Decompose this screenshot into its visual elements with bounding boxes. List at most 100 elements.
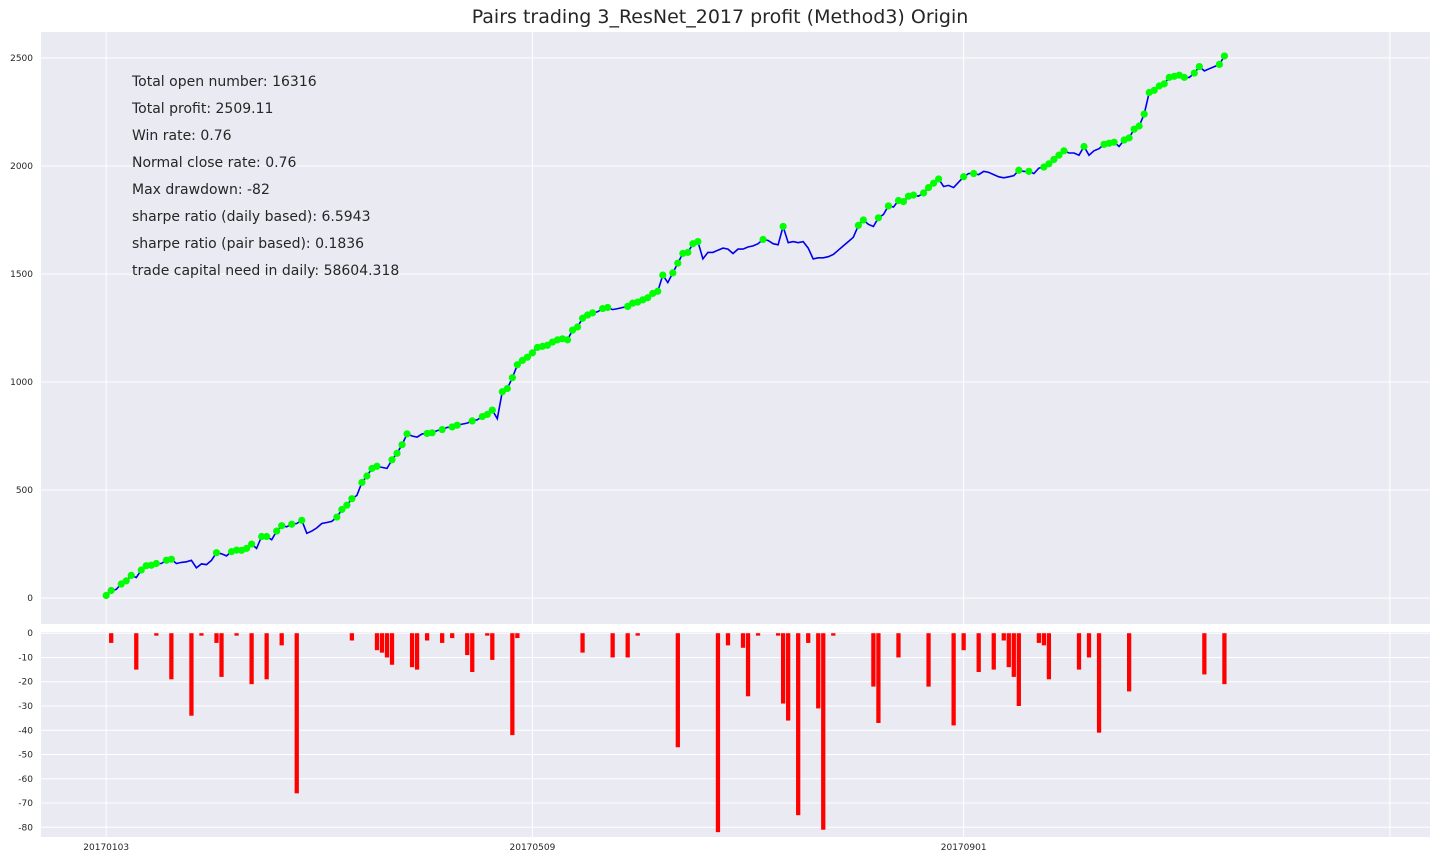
drawdown-bar: [871, 633, 876, 687]
drawdown-bar: [490, 633, 495, 660]
main-grid: [41, 32, 1430, 624]
profit-marker: [393, 449, 401, 457]
profit-marker: [263, 532, 271, 541]
drawdown-bar: [896, 633, 901, 658]
profit-marker: [674, 259, 682, 267]
profit-marker: [1025, 167, 1033, 175]
drawdown-bar: [199, 633, 204, 636]
drawdown-bar: [991, 633, 996, 670]
drawdown-bar: [775, 633, 781, 636]
profit-marker: [388, 456, 396, 464]
profit-marker: [573, 323, 582, 331]
profit-marker: [1140, 110, 1148, 118]
drawdown-y-tick-label: -60: [18, 775, 33, 785]
drawdown-y-tick-label: -20: [18, 678, 33, 688]
profit-marker: [273, 527, 281, 535]
drawdown-bar: [876, 633, 881, 723]
drawdown-bar: [1016, 633, 1021, 706]
profit-marker: [483, 410, 491, 419]
profit-marker: [338, 505, 346, 514]
drawdown-bar: [134, 633, 139, 670]
drawdown-bar: [635, 633, 640, 636]
profit-marker: [874, 214, 883, 222]
profit-marker: [859, 216, 867, 224]
stat-annotation: sharpe ratio (daily based): 6.5943: [132, 209, 371, 225]
drawdown-bar: [465, 633, 470, 656]
profit-marker: [528, 349, 537, 357]
profit-marker: [919, 189, 928, 197]
profit-markers: [102, 52, 1229, 600]
main-y-tick-label: 2500: [10, 54, 33, 64]
profit-marker: [654, 287, 662, 295]
profit-marker: [884, 202, 893, 210]
profit-marker: [1015, 166, 1023, 174]
stat-annotation: Win rate: 0.76: [132, 128, 232, 144]
drawdown-bar: [1096, 633, 1102, 733]
chart-title: Pairs trading 3_ResNet_2017 profit (Meth…: [471, 6, 969, 28]
profit-marker: [242, 544, 251, 552]
profit-marker: [669, 269, 677, 277]
profit-marker: [1190, 69, 1198, 77]
main-y-tick-label: 1500: [10, 270, 33, 280]
profit-marker: [934, 175, 943, 183]
drawdown-y-tick-label: 0: [27, 629, 33, 639]
drawdown-bar: [264, 633, 269, 680]
profit-marker: [298, 516, 306, 524]
stat-annotation: Normal close rate: 0.76: [132, 155, 296, 171]
drawdown-bar: [816, 633, 821, 709]
profit-marker: [398, 441, 406, 449]
drawdown-bar: [219, 633, 224, 677]
profit-marker: [1050, 155, 1058, 164]
profit-marker: [403, 430, 411, 438]
drawdown-bar: [796, 633, 801, 816]
drawdown-bar: [715, 633, 721, 833]
drawdown-bar: [389, 633, 395, 665]
profit-marker: [1055, 151, 1063, 159]
drawdown-bar: [1222, 633, 1227, 685]
drawdown-bar: [294, 633, 299, 794]
profit-marker: [684, 248, 692, 256]
profit-marker: [107, 586, 115, 595]
profit-marker: [488, 406, 496, 414]
profit-marker: [122, 577, 130, 585]
profit-marker: [212, 549, 221, 557]
profit-marker: [588, 309, 597, 317]
drawdown-bar: [580, 633, 585, 653]
stat-annotation: sharpe ratio (pair based): 0.1836: [132, 236, 364, 252]
profit-marker: [453, 421, 461, 429]
drawdown-bar: [510, 633, 515, 736]
stats-annotations: Total open number: 16316 Total profit: 25…: [131, 74, 399, 279]
drawdown-bar: [450, 633, 455, 639]
drawdown-bar: [806, 633, 811, 643]
drawdown-bar: [234, 633, 239, 636]
profit-marker: [1125, 134, 1133, 142]
drawdown-bar: [1011, 633, 1016, 677]
drawdown-bar: [740, 633, 746, 648]
stat-annotation: Max drawdown: -82: [132, 182, 270, 198]
profit-marker: [1080, 142, 1088, 151]
drawdown-bar: [1202, 633, 1207, 675]
profit-marker: [508, 374, 516, 382]
profit-marker: [854, 221, 862, 229]
profit-marker: [333, 513, 341, 521]
main-y-tick-label: 2000: [10, 162, 33, 172]
drawdown-plot-area: [41, 632, 1430, 837]
drawdown-bar: [189, 633, 194, 716]
drawdown-bar: [349, 633, 355, 641]
drawdown-bar: [379, 633, 385, 653]
drawdown-y-tick-label: -30: [18, 702, 33, 712]
profit-marker: [1180, 73, 1188, 81]
profit-marker: [644, 294, 652, 302]
profit-marker: [288, 520, 296, 528]
drawdown-bar: [279, 633, 284, 646]
drawdown-bar: [154, 633, 159, 636]
x-tick-label: 20170103: [83, 843, 129, 853]
profit-marker: [373, 462, 381, 470]
drawdown-bar: [409, 633, 415, 668]
drawdown-bar: [786, 633, 791, 721]
profit-marker: [909, 191, 918, 199]
main-y-tick-label: 1000: [10, 378, 33, 388]
drawdown-bar: [725, 633, 731, 646]
profit-marker: [363, 472, 371, 480]
profit-marker: [513, 361, 521, 369]
